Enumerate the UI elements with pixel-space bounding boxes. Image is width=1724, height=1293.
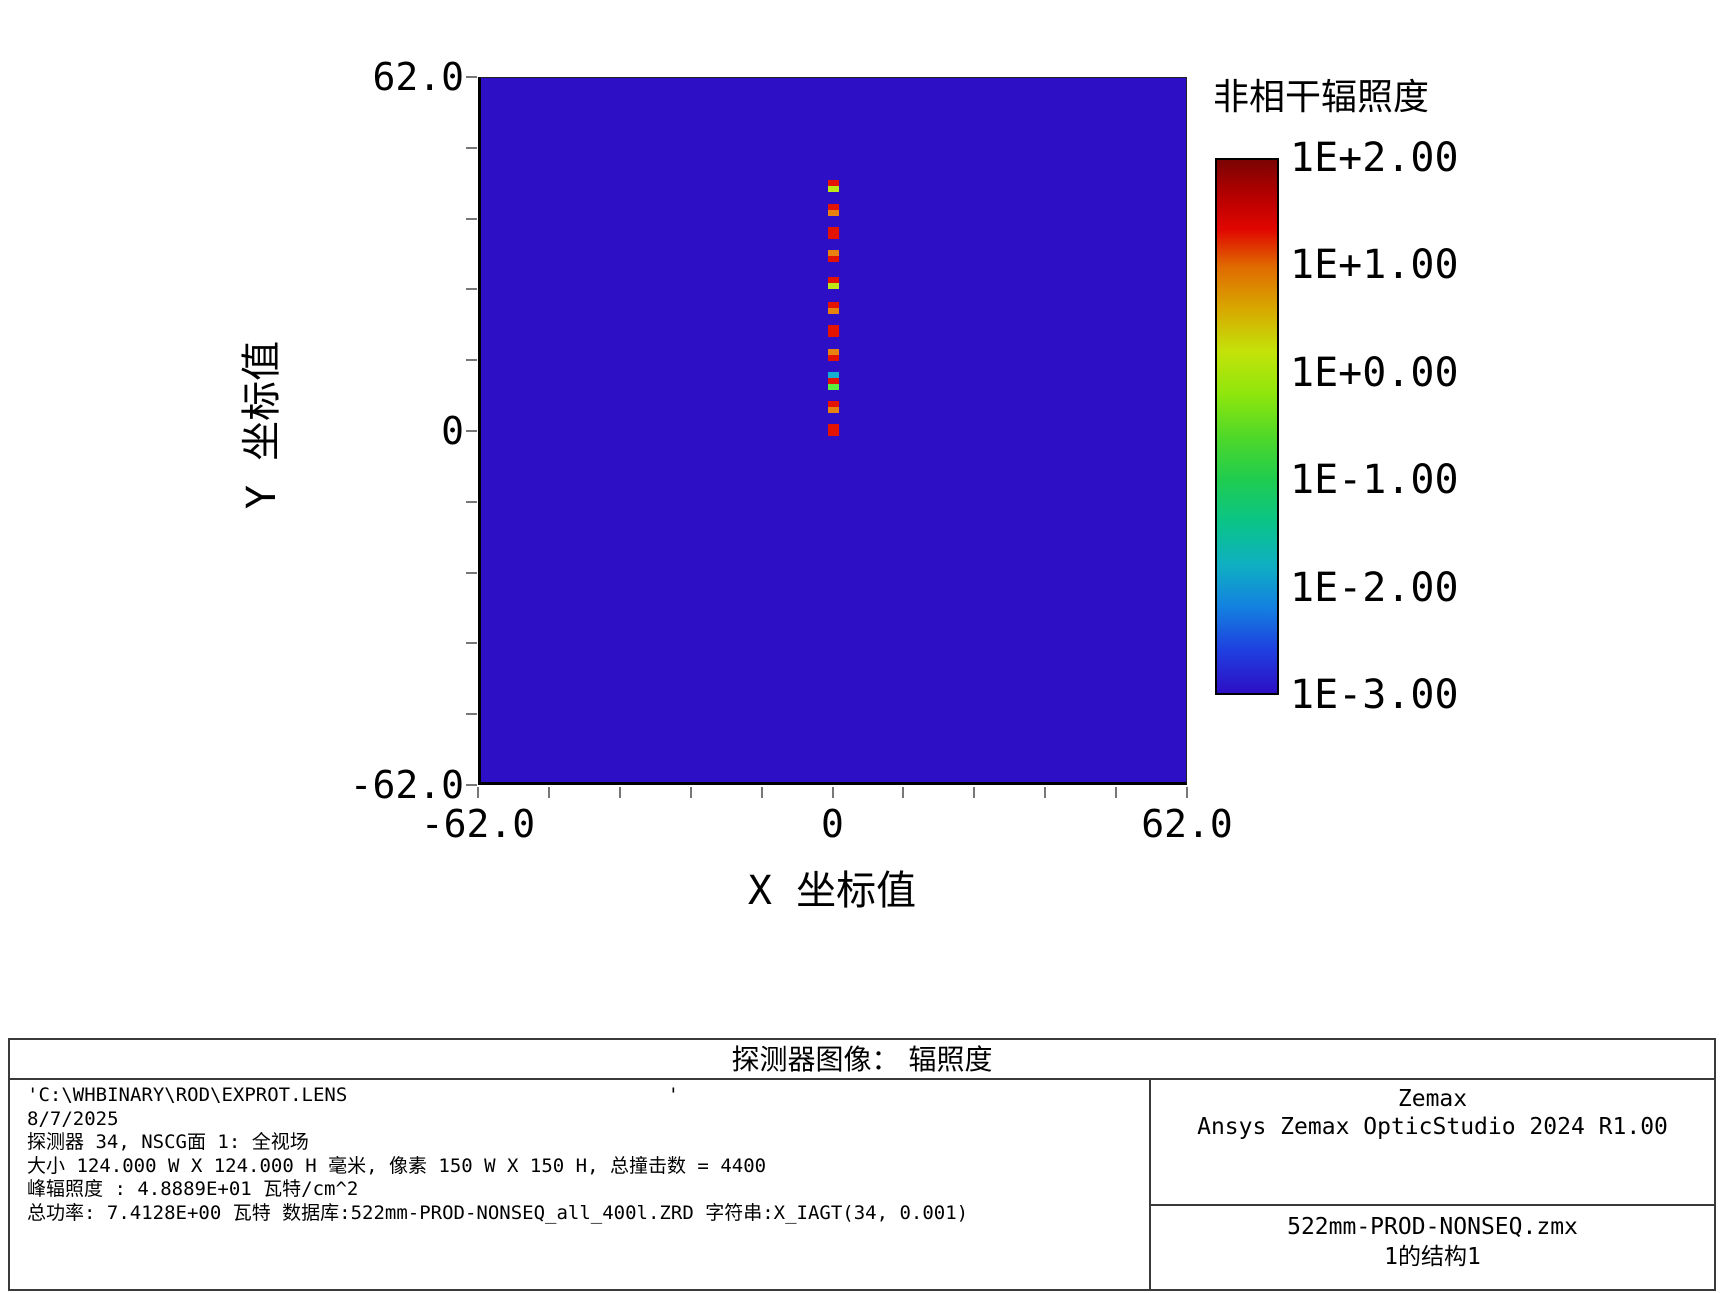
y-axis-tick [466,500,477,503]
detector-info-line: 探测器 34, NSCG面 1: 全视场 [27,1131,309,1154]
x-axis-tick [760,787,763,798]
colorbar-tick-label: 1E-3.00 [1290,672,1459,718]
annotation-title: 探测器图像： 辐照度 [10,1040,1714,1080]
x-axis-tick [1115,787,1118,798]
spot-band [828,203,840,210]
x-axis-tick [973,787,976,798]
annotation-right-column: Zemax Ansys Zemax OpticStudio 2024 R1.00… [1149,1080,1714,1289]
colorbar-tick-label: 1E+1.00 [1290,242,1459,289]
y-axis-tick [466,642,477,645]
colorbar-tick-label: 1E+2.00 [1290,135,1459,181]
y-tick-label: -62.0 [349,763,464,807]
spot-band [828,400,840,407]
detector-spot [828,203,840,216]
y-axis-tick [466,430,477,432]
y-axis-tick [466,76,477,78]
detector-spot [828,371,840,390]
spot-band [828,255,840,262]
detector-spot [828,400,840,413]
spot-band [828,406,840,413]
spot-band [828,227,840,234]
spot-band [828,325,840,332]
configuration-label: 1的结构1 [1384,1244,1481,1270]
software-brand-cell: Zemax Ansys Zemax OpticStudio 2024 R1.00 [1151,1080,1714,1206]
spot-band [828,377,840,384]
detector-spot [828,424,840,436]
detector-spot [828,325,840,338]
x-tick-label: 0 [821,802,844,846]
y-axis-tick [466,713,477,716]
y-axis-tick [466,288,477,291]
x-axis-tick [1044,787,1047,798]
brand-version: Ansys Zemax OpticStudio 2024 R1.00 [1197,1114,1668,1140]
lens-file-name: 522mm-PROD-NONSEQ.zmx [1287,1214,1578,1240]
x-tick-label: -62.0 [420,802,536,846]
detector-spot [828,249,840,262]
detector-info-line: 大小 124.000 W X 124.000 H 毫米, 像素 150 W X … [27,1154,767,1177]
spot-band [828,282,840,289]
x-axis-tick [618,787,621,798]
spot-band [828,371,840,378]
x-axis-tick [902,787,905,798]
x-axis-title: X 坐标值 [747,868,917,914]
detector-spot [828,348,840,361]
spot-band [828,424,840,430]
spot-band [828,307,840,314]
spot-band [828,209,840,216]
y-axis-tick [466,146,477,149]
detector-spot [828,276,840,289]
spot-band [828,276,840,283]
y-axis-tick [466,217,477,220]
y-axis-tick [466,571,477,574]
spot-band [828,180,840,187]
detector-image-plot [478,77,1187,785]
detector-info-line: 8/7/2025 [27,1107,119,1130]
x-axis-tick [477,787,479,798]
brand-name: Zemax [1397,1086,1468,1112]
colorbar-tick-label: 1E-1.00 [1290,457,1459,504]
spot-band [828,233,840,240]
colorbar-title: 非相干辐照度 [1213,77,1430,118]
detector-info-line: 'C:\WHBINARY\ROD\EXPROT.LENS ' [27,1084,680,1106]
x-tick-label: 62.0 [1141,802,1233,846]
detector-spot [828,227,840,240]
spot-band [828,301,840,308]
spot-band [828,354,840,361]
y-axis-tick [466,359,477,362]
lens-file-cell: 522mm-PROD-NONSEQ.zmx 1的结构1 [1151,1206,1714,1289]
colorbar-tick-label: 1E+0.00 [1290,349,1459,396]
annotation-table: 探测器图像： 辐照度 'C:\WHBINARY\ROD\EXPROT.LENS … [8,1038,1716,1291]
detector-spot [828,180,840,193]
x-axis-tick [689,787,692,798]
y-tick-label: 0 [441,409,464,453]
spot-band [828,331,840,338]
detector-info-line: 峰辐照度 : 4.8889E+01 瓦特/cm^2 [27,1178,359,1201]
spot-band [828,249,840,256]
detector-info-line: 总功率: 7.4128E+00 瓦特 数据库:522mm-PROD-NONSEQ… [27,1201,969,1224]
colorbar [1215,158,1279,695]
detector-info-cell: 'C:\WHBINARY\ROD\EXPROT.LENS ' 8/7/2025 探测… [10,1080,1149,1289]
colorbar-tick-label: 1E-2.00 [1290,564,1459,611]
spot-band [828,430,840,436]
x-axis-tick [831,787,834,798]
detector-spot [828,301,840,314]
spot-band [828,383,840,390]
y-tick-label: 62.0 [372,55,464,99]
spot-band [828,348,840,355]
x-axis-tick [1186,787,1188,798]
y-axis-tick [466,784,477,786]
spot-band [828,186,840,193]
x-axis-tick [547,787,550,798]
annotation-body: 'C:\WHBINARY\ROD\EXPROT.LENS ' 8/7/2025 探测… [10,1080,1714,1289]
